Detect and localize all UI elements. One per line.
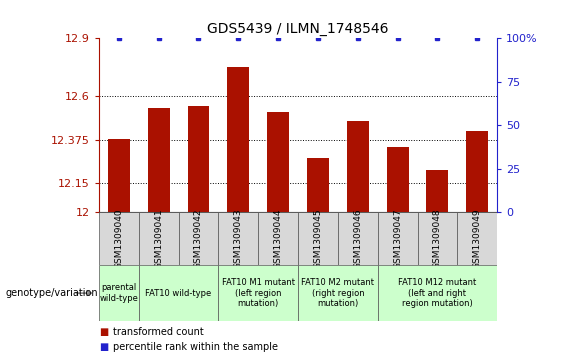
Bar — [307, 158, 329, 212]
Text: transformed count: transformed count — [113, 327, 204, 337]
Bar — [227, 67, 249, 212]
Bar — [347, 121, 369, 212]
Text: FAT10 M1 mutant
(left region
mutation): FAT10 M1 mutant (left region mutation) — [221, 278, 295, 308]
Bar — [258, 212, 298, 265]
Bar — [99, 212, 139, 265]
Bar — [188, 106, 210, 212]
Text: FAT10 wild-type: FAT10 wild-type — [145, 289, 212, 298]
Bar — [219, 212, 258, 265]
Text: GSM1309042: GSM1309042 — [194, 208, 203, 269]
Title: GDS5439 / ILMN_1748546: GDS5439 / ILMN_1748546 — [207, 22, 389, 36]
Text: GSM1309048: GSM1309048 — [433, 208, 442, 269]
Bar — [139, 212, 179, 265]
Text: GSM1309043: GSM1309043 — [234, 208, 243, 269]
Text: ■: ■ — [99, 342, 108, 352]
Bar — [338, 212, 378, 265]
Text: GSM1309041: GSM1309041 — [154, 208, 163, 269]
Text: FAT10 M12 mutant
(left and right
region mutation): FAT10 M12 mutant (left and right region … — [398, 278, 476, 308]
Text: GSM1309045: GSM1309045 — [314, 208, 323, 269]
Bar — [298, 212, 338, 265]
Bar — [147, 108, 170, 212]
Text: ■: ■ — [99, 327, 108, 337]
Text: percentile rank within the sample: percentile rank within the sample — [113, 342, 278, 352]
Bar — [267, 112, 289, 212]
Text: GSM1309040: GSM1309040 — [114, 208, 123, 269]
Bar — [139, 265, 219, 321]
Bar — [179, 212, 219, 265]
Text: parental
wild-type: parental wild-type — [99, 284, 138, 303]
Bar — [99, 265, 139, 321]
Bar — [219, 265, 298, 321]
Bar — [298, 265, 378, 321]
Bar — [108, 139, 130, 212]
Text: GSM1309044: GSM1309044 — [273, 208, 282, 269]
Bar — [466, 131, 488, 212]
Text: genotype/variation: genotype/variation — [6, 288, 98, 298]
Text: GSM1309047: GSM1309047 — [393, 208, 402, 269]
Bar — [427, 170, 449, 212]
Text: GSM1309049: GSM1309049 — [473, 208, 482, 269]
Text: FAT10 M2 mutant
(right region
mutation): FAT10 M2 mutant (right region mutation) — [301, 278, 375, 308]
Bar — [418, 212, 458, 265]
Bar — [378, 265, 497, 321]
Bar — [378, 212, 418, 265]
Bar — [458, 212, 497, 265]
Bar — [386, 147, 408, 212]
Text: GSM1309046: GSM1309046 — [353, 208, 362, 269]
